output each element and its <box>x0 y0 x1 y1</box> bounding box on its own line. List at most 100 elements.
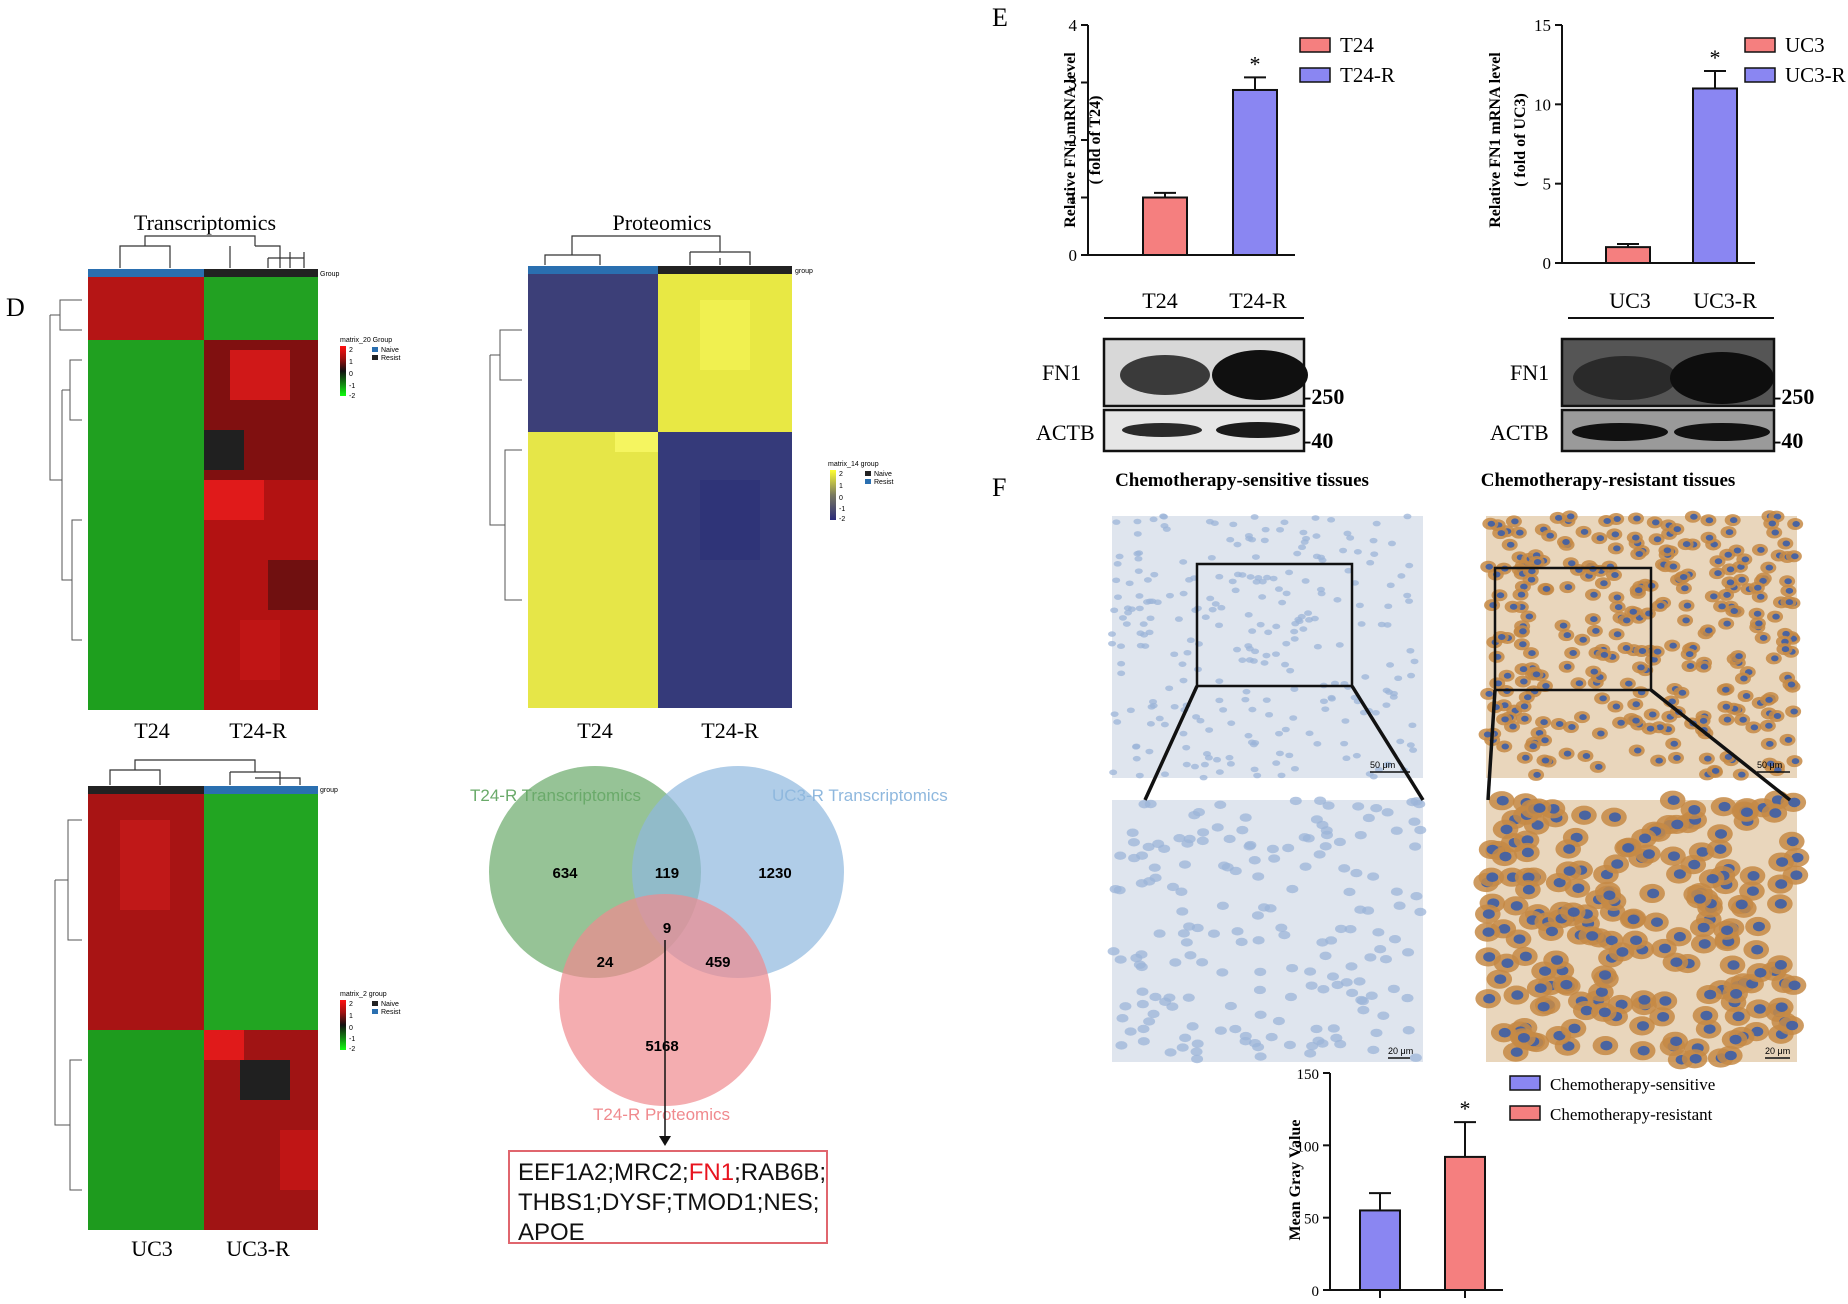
ihc-nucleus <box>1590 591 1598 598</box>
ihc-cell <box>1179 677 1188 684</box>
ihc-nucleus <box>1529 743 1538 750</box>
ihc-nucleus <box>1667 795 1680 806</box>
ihc-nucleus <box>1600 1040 1613 1051</box>
ihc-nucleus <box>1772 613 1780 620</box>
ihc-nucleus <box>1531 820 1544 830</box>
ihc-nucleus <box>1553 1030 1566 1041</box>
legend-group: Resist <box>874 479 894 486</box>
ihc-cell <box>1264 629 1273 636</box>
ihc-nucleus <box>1759 634 1768 641</box>
ihc-cell <box>1304 1049 1317 1058</box>
zoom-box-sensitive <box>1195 562 1354 688</box>
ihc-cell <box>1211 823 1224 832</box>
ihc-cell <box>1253 985 1266 995</box>
ihc-nucleus <box>1579 636 1587 643</box>
ihc-cell <box>1200 761 1209 768</box>
ihc-cell <box>1119 1002 1132 1011</box>
ihc-cell <box>1176 1043 1189 1052</box>
ihc-cell <box>1231 927 1244 936</box>
y-tick-label: 0 <box>1543 254 1552 273</box>
heatmap-title: Proteomics <box>613 210 712 235</box>
ihc-nucleus <box>1553 877 1566 888</box>
ihc-cell <box>1113 719 1122 725</box>
legend-tick: -1 <box>349 383 355 390</box>
ihc-cell <box>1275 750 1284 757</box>
ihc-nucleus <box>1517 591 1526 598</box>
ihc-nucleus <box>1766 740 1774 747</box>
ihc-nucleus <box>1563 632 1572 639</box>
ihc-nucleus <box>1633 747 1642 754</box>
ihc-nucleus <box>1634 587 1643 594</box>
protein-label: ACTB <box>1036 420 1095 445</box>
ihc-nucleus <box>1586 931 1599 941</box>
ihc-cell <box>1170 651 1179 658</box>
ihc-cell <box>1252 579 1261 585</box>
venn-count: 1230 <box>758 865 791 882</box>
ihc-title-sensitive: Chemotherapy-sensitive tissues <box>1115 470 1369 491</box>
ihc-cell <box>1313 850 1326 859</box>
ihc-nucleus <box>1566 513 1575 520</box>
ihc-cell <box>1305 730 1314 737</box>
ihc-nucleus <box>1754 584 1762 591</box>
ihc-cell <box>1374 766 1383 773</box>
group-bar-naive <box>528 266 658 274</box>
y-tick-label: 10 <box>1534 95 1551 114</box>
ihc-nucleus <box>1678 689 1687 696</box>
ihc-cell <box>1149 873 1162 883</box>
ihc-nucleus <box>1545 926 1558 937</box>
ihc-nucleus <box>1724 551 1732 558</box>
ihc-nucleus <box>1656 602 1665 609</box>
ihc-cell <box>1338 864 1351 873</box>
venn-label-t24-proteomics: T24-R Proteomics <box>593 1105 730 1124</box>
ihc-cell <box>1160 721 1169 728</box>
group-label: group <box>795 268 813 275</box>
panel-label-d: D <box>6 293 25 322</box>
ihc-nucleus <box>1509 723 1517 730</box>
ihc-cell <box>1405 598 1414 604</box>
ihc-nucleus <box>1775 1002 1788 1012</box>
ihc-nucleus <box>1560 979 1573 990</box>
protein-label: FN1 <box>1042 360 1081 385</box>
ihc-nucleus <box>1614 604 1623 611</box>
x-label: UC3-R <box>226 1236 290 1261</box>
ihc-cell <box>1327 517 1336 523</box>
ihc-cell <box>1313 643 1322 650</box>
ihc-cell <box>1256 621 1265 628</box>
gene-list-text: ;RAB6B; THBS1;DYSF;TMOD1;NES; APOE <box>518 1159 827 1246</box>
ihc-cell <box>1374 945 1387 954</box>
actb-band-uc3 <box>1572 423 1668 441</box>
ihc-nucleus <box>1642 849 1655 859</box>
ihc-cell <box>1126 828 1139 837</box>
ihc-nucleus <box>1562 1041 1575 1051</box>
ihc-cell <box>1258 594 1267 600</box>
ihc-cell <box>1113 561 1122 567</box>
ihc-nucleus <box>1769 808 1782 818</box>
ihc-nucleus <box>1605 935 1618 946</box>
y-tick-label: 5 <box>1543 175 1552 194</box>
ihc-cell <box>1276 526 1285 533</box>
ihc-cell <box>1286 884 1299 894</box>
ihc-nucleus <box>1575 680 1584 687</box>
ihc-nucleus <box>1766 760 1775 767</box>
ihc-nucleus <box>1568 560 1576 567</box>
ihc-cell <box>1387 540 1396 547</box>
ihc-nucleus <box>1696 847 1709 857</box>
ihc-nucleus <box>1535 730 1544 737</box>
legend-tick: -2 <box>349 1046 355 1053</box>
venn-count: 24 <box>597 954 614 971</box>
ihc-nucleus <box>1608 812 1621 823</box>
ihc-nucleus <box>1582 752 1591 759</box>
ihc-cell <box>1260 660 1269 666</box>
ihc-image-resistant-high <box>1473 790 1810 1070</box>
ihc-cell <box>1117 643 1126 650</box>
ihc-cell <box>1238 572 1247 578</box>
ihc-nucleus <box>1698 939 1711 949</box>
ihc-cell <box>1290 765 1299 772</box>
ihc-nucleus <box>1600 580 1608 587</box>
ihc-nucleus <box>1494 974 1507 985</box>
ihc-cell <box>1306 1041 1319 1051</box>
ihc-nucleus <box>1723 620 1731 627</box>
column-dendrogram <box>109 759 301 785</box>
ihc-nucleus <box>1790 870 1803 880</box>
ihc-cell <box>1148 598 1157 605</box>
